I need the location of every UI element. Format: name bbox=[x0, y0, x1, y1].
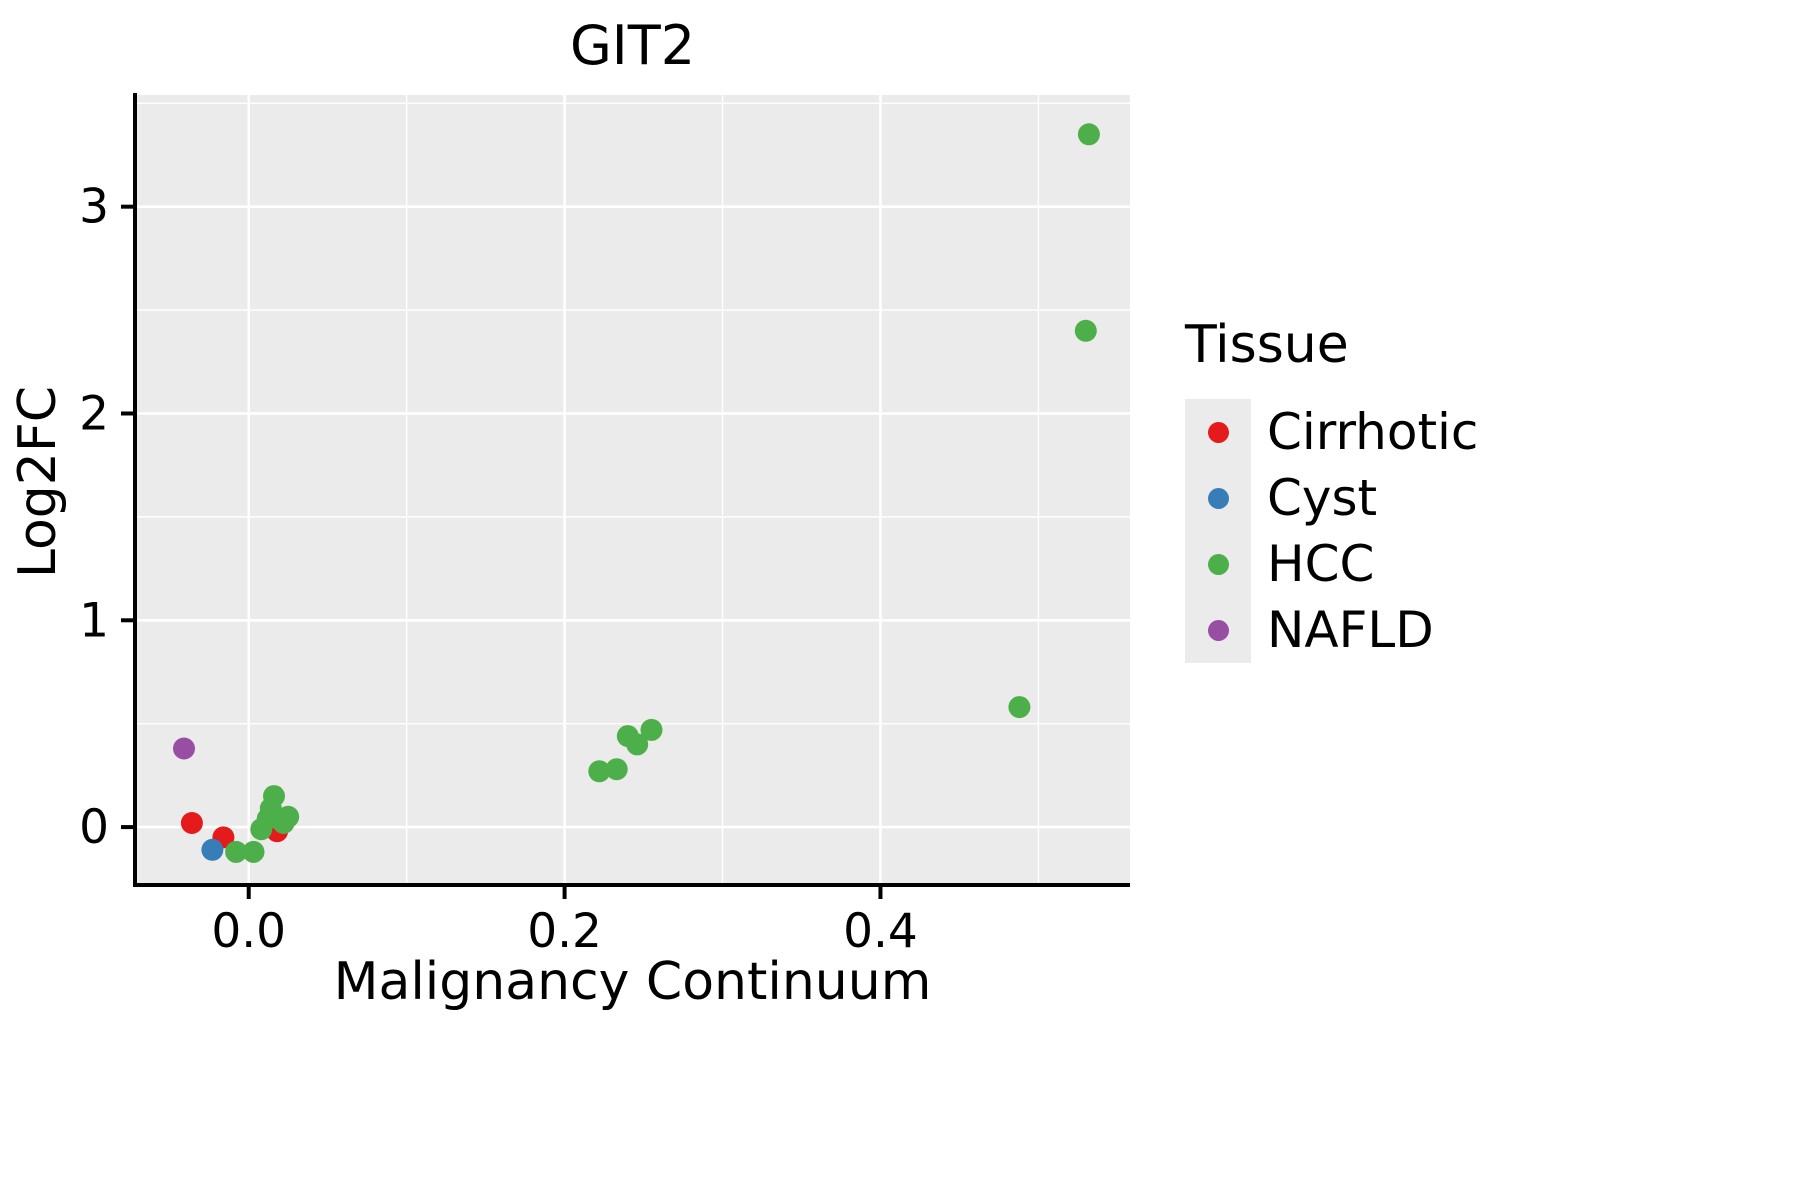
data-point-hcc bbox=[277, 805, 300, 828]
legend-label: NAFLD bbox=[1267, 601, 1434, 659]
data-point-hcc bbox=[640, 718, 663, 741]
legend-dot-cyst-icon bbox=[1207, 487, 1229, 509]
legend-key bbox=[1185, 531, 1251, 597]
data-point-nafld bbox=[173, 737, 195, 760]
data-point-hcc bbox=[1074, 319, 1097, 342]
legend-item-cirrhotic: Cirrhotic bbox=[1185, 399, 1478, 465]
x-tick-label: 0.4 bbox=[843, 904, 918, 959]
data-point-hcc bbox=[588, 760, 611, 783]
legend-item-hcc: HCC bbox=[1185, 531, 1478, 597]
data-point-hcc bbox=[242, 840, 265, 863]
legend: Tissue Cirrhotic Cyst HCC NAFLD bbox=[1185, 315, 1478, 663]
legend-dot-hcc-icon bbox=[1207, 553, 1229, 575]
y-tick-label: 1 bbox=[79, 593, 109, 648]
legend-item-cyst: Cyst bbox=[1185, 465, 1478, 531]
legend-item-nafld: NAFLD bbox=[1185, 597, 1478, 663]
legend-label: Cirrhotic bbox=[1267, 403, 1479, 461]
y-tick-label: 2 bbox=[79, 386, 109, 441]
y-axis-label: Log2FC bbox=[8, 385, 68, 579]
x-tick-label: 0.0 bbox=[211, 904, 286, 959]
legend-label: HCC bbox=[1267, 535, 1375, 593]
legend-key bbox=[1185, 399, 1251, 465]
legend-key bbox=[1185, 597, 1251, 663]
y-tick-label: 0 bbox=[79, 800, 109, 855]
data-point-hcc bbox=[605, 758, 628, 781]
x-axis-label: Malignancy Continuum bbox=[333, 952, 932, 1012]
legend-title: Tissue bbox=[1185, 315, 1349, 375]
x-tick-label: 0.2 bbox=[527, 904, 602, 959]
data-point-cyst bbox=[201, 838, 224, 861]
data-point-hcc bbox=[1008, 696, 1031, 719]
data-point-hcc bbox=[1077, 123, 1100, 146]
chart-title: GIT2 bbox=[569, 14, 696, 77]
legend-key bbox=[1185, 465, 1251, 531]
legend-label: Cyst bbox=[1267, 469, 1378, 527]
data-point-cirrhotic bbox=[180, 812, 203, 834]
data-point-hcc bbox=[626, 733, 649, 756]
legend-items: Cirrhotic Cyst HCC NAFLD bbox=[1185, 399, 1478, 663]
y-tick-label: 3 bbox=[79, 180, 109, 235]
plot-panel bbox=[135, 95, 1130, 885]
legend-dot-cirrhotic-icon bbox=[1207, 421, 1229, 443]
legend-dot-nafld-icon bbox=[1207, 619, 1229, 641]
data-point-hcc bbox=[263, 785, 285, 808]
data-point-hcc bbox=[225, 840, 248, 863]
